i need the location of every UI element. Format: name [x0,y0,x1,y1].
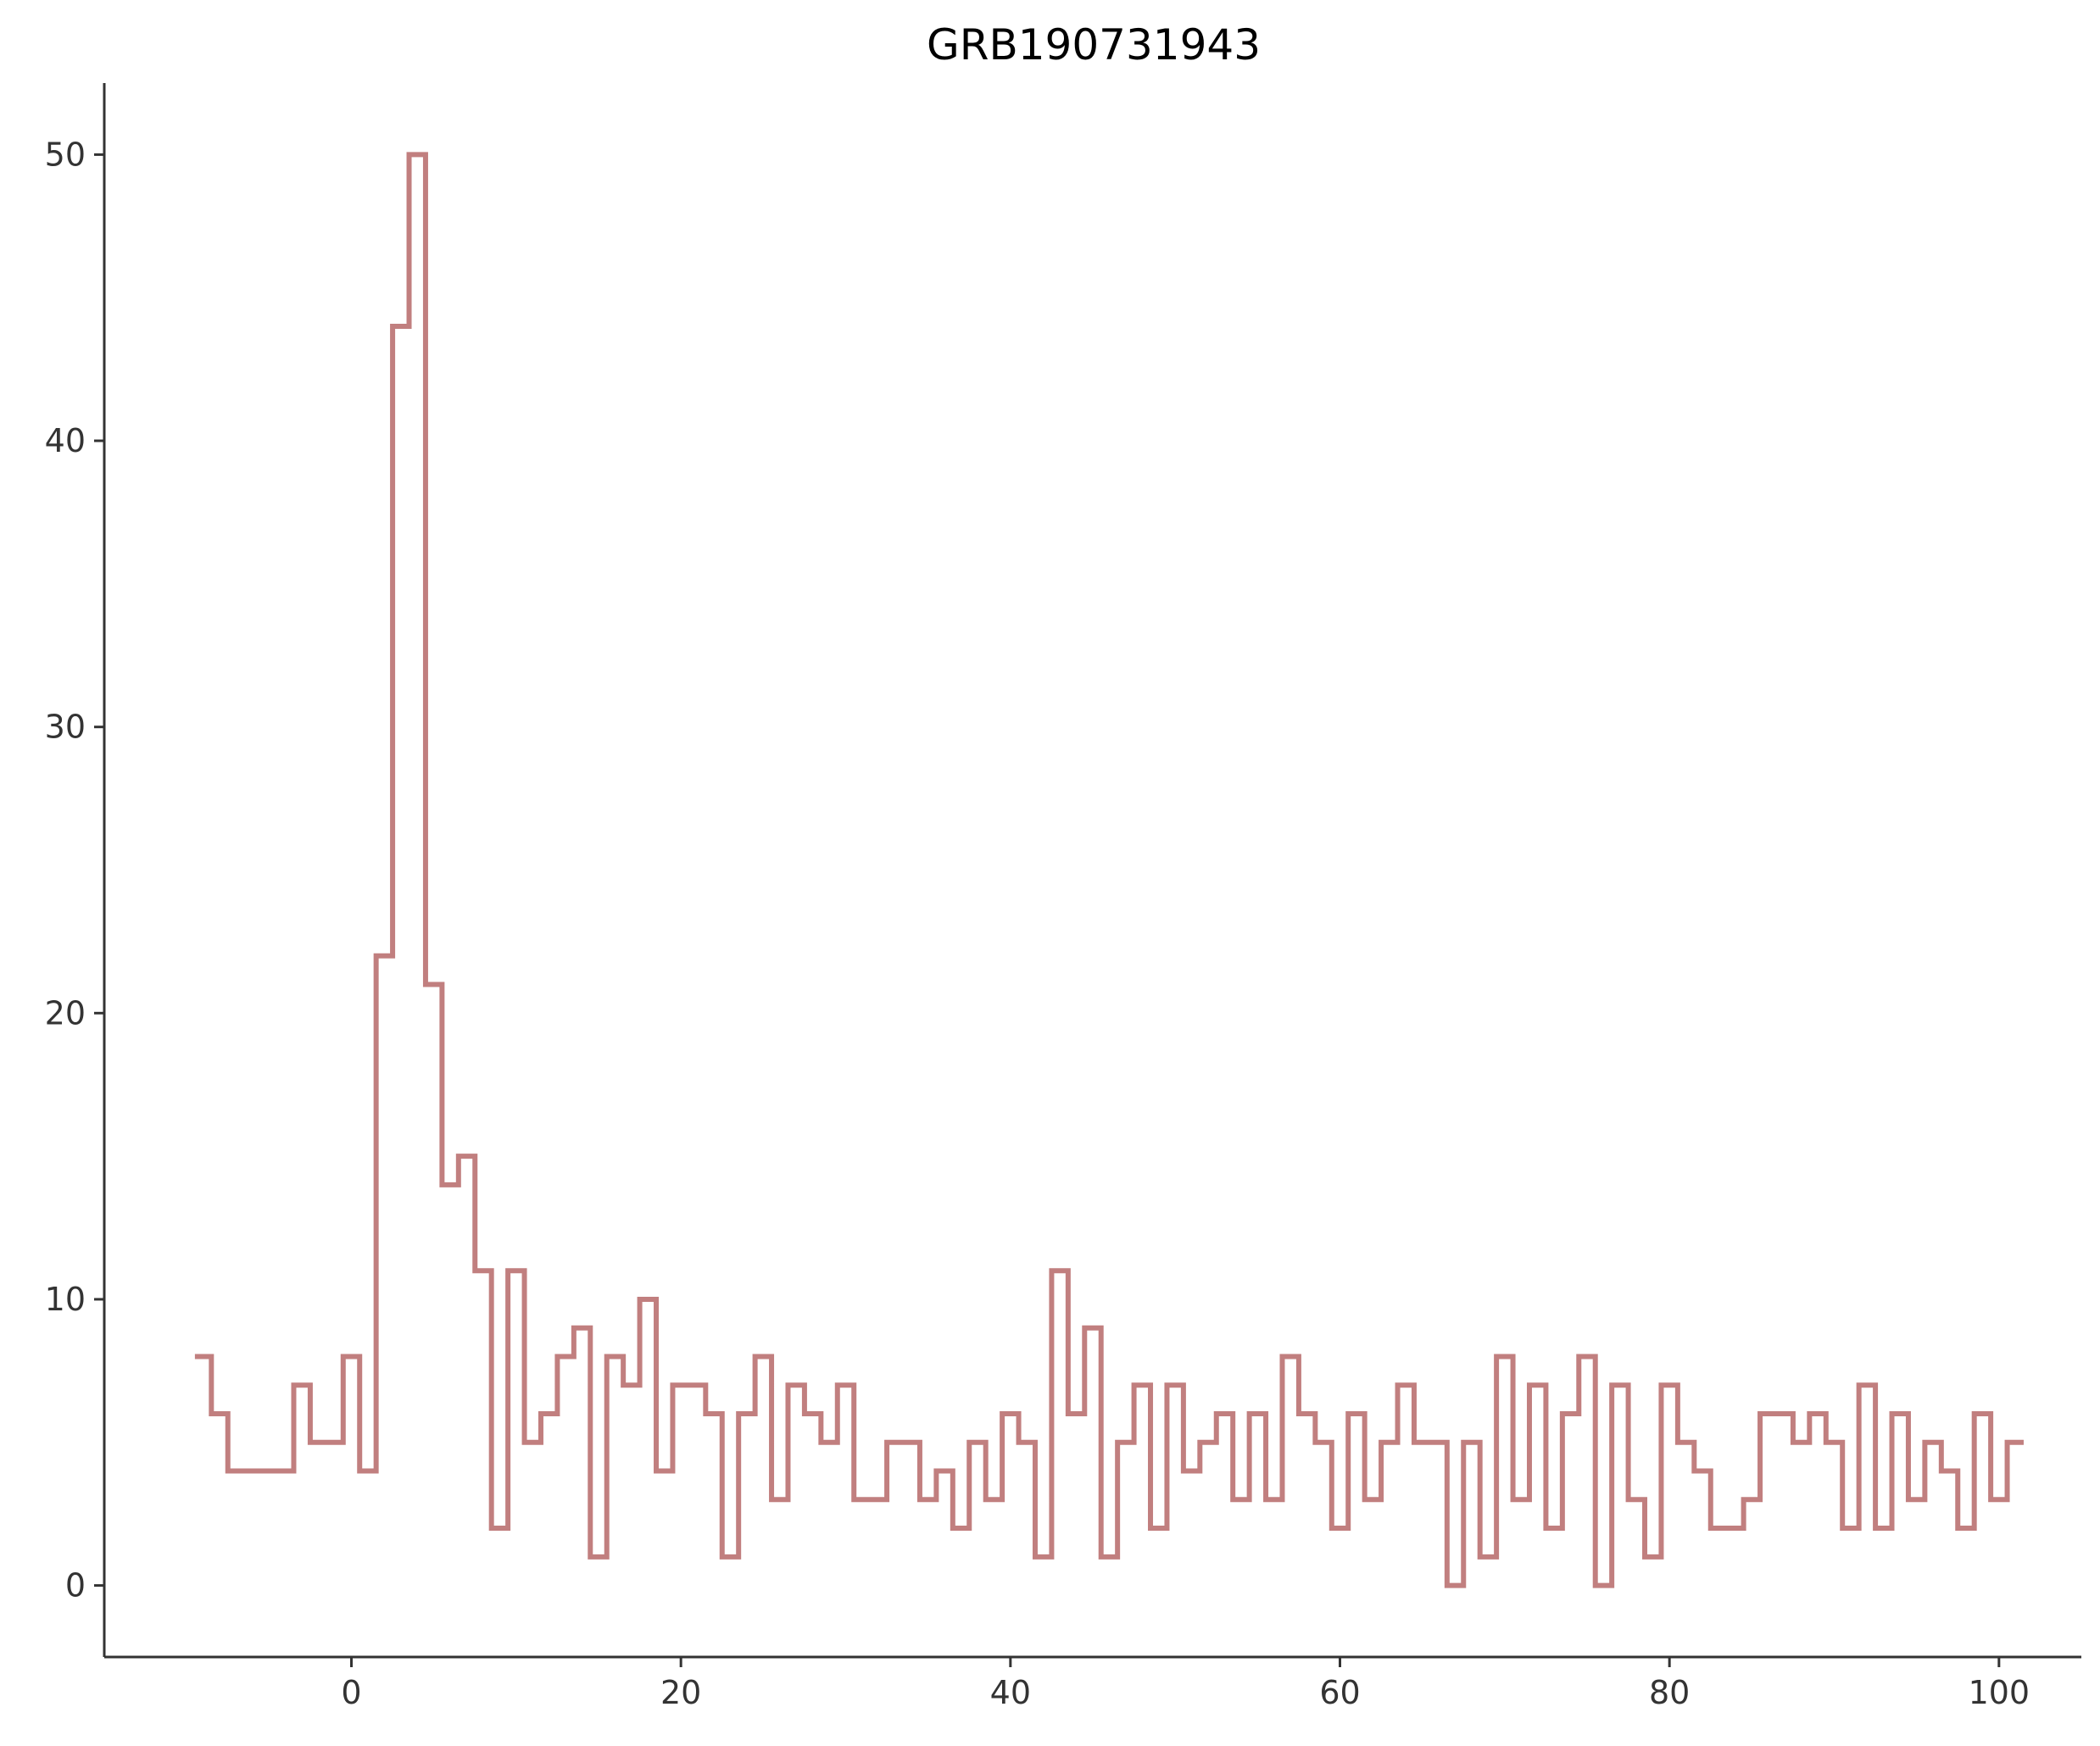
x-tick-label: 80 [1649,1674,1690,1711]
y-tick-label: 30 [45,709,86,746]
series-line [194,152,2024,1588]
x-tick-label: 100 [1969,1674,2030,1711]
y-tick-label: 10 [45,1281,86,1318]
series-group [194,152,2024,1588]
chart-title: GRB190731943 [927,20,1261,70]
x-tick-label: 20 [660,1674,701,1711]
y-tick-label: 20 [45,994,86,1031]
x-tick-label: 0 [341,1674,361,1711]
x-tick-label: 60 [1319,1674,1360,1711]
y-tick-label: 0 [65,1567,86,1604]
axes: 0 20 40 60 80 100 0 10 20 30 40 50 [45,83,2081,1711]
x-tick-label: 40 [990,1674,1031,1711]
y-tick-label: 40 [45,422,86,459]
y-tick-label: 50 [45,136,86,173]
